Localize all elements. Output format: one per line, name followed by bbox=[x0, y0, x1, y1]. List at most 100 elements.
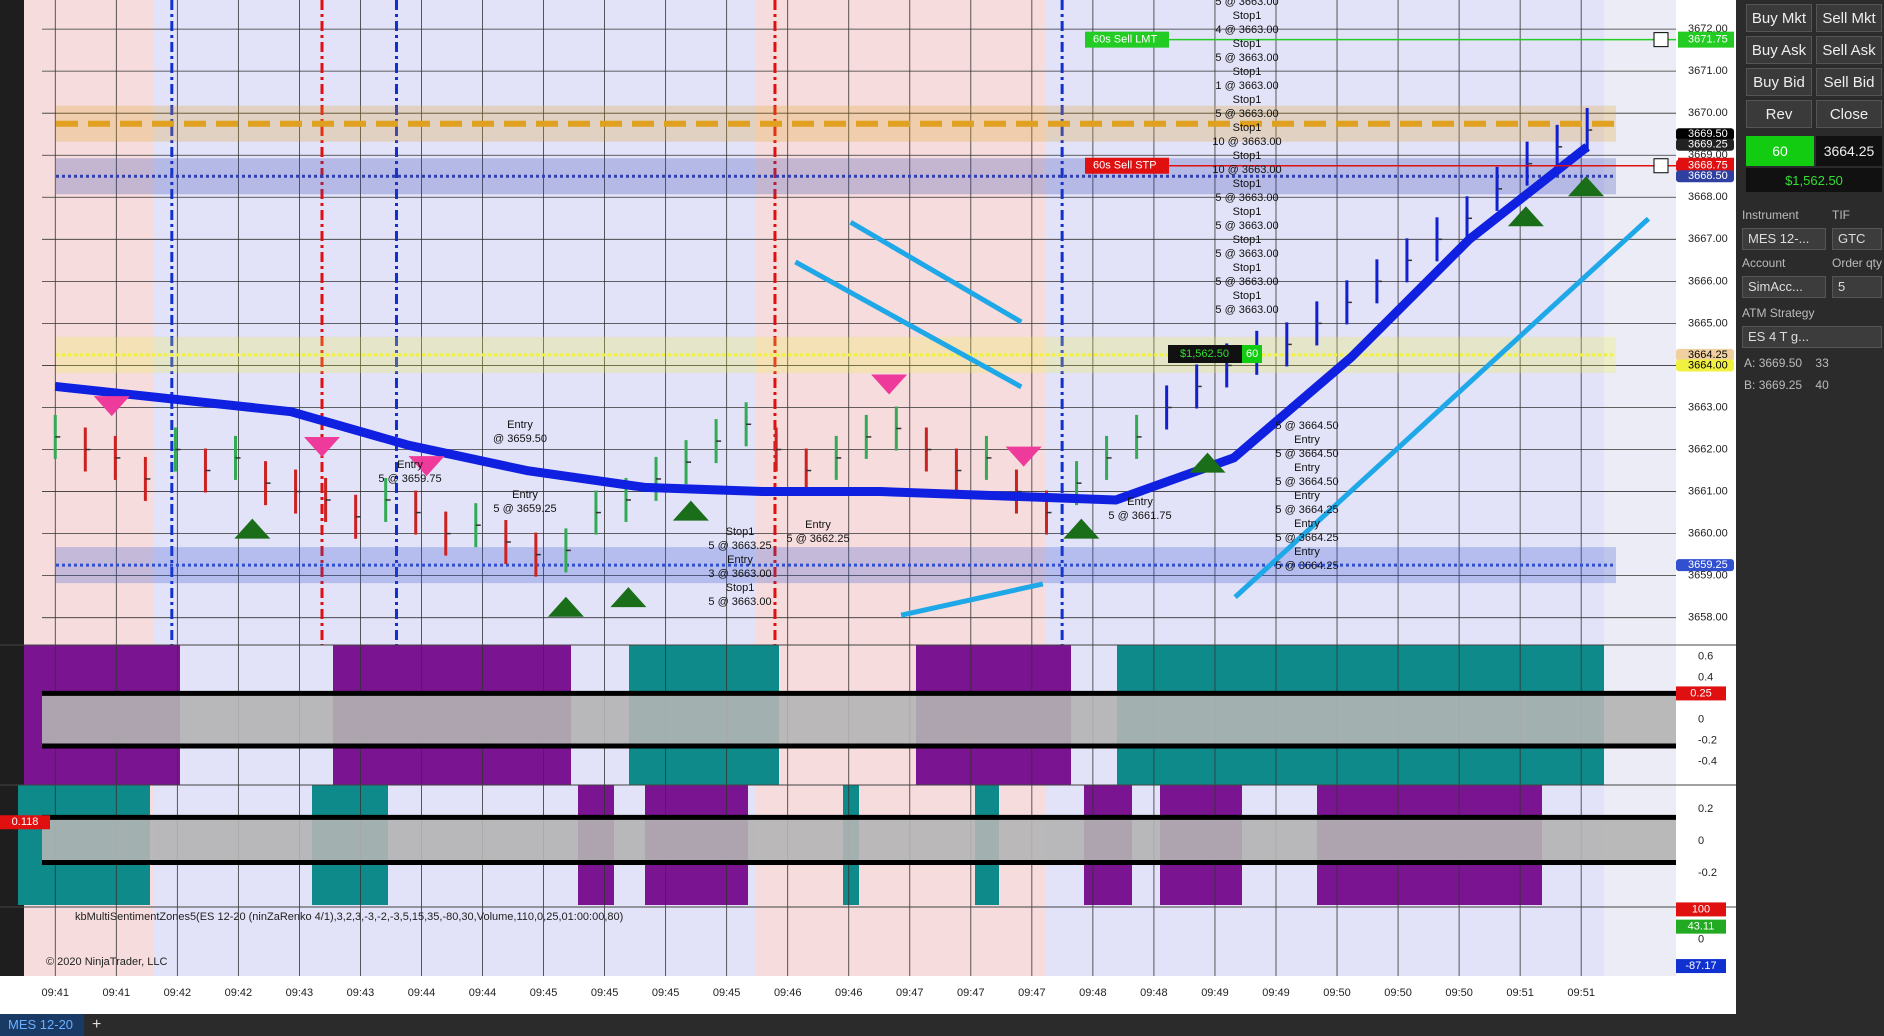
entry-label: Entry bbox=[1294, 518, 1320, 530]
stop-label: 5 @ 3663.00 bbox=[1215, 304, 1278, 316]
panel-flag-label: 0.25 bbox=[1690, 687, 1711, 699]
trade-annotation: 5 @ 3659.75 bbox=[378, 473, 441, 485]
panel-flag-label: 0.118 bbox=[12, 816, 39, 828]
trade-annotation: Entry bbox=[727, 554, 753, 566]
price-flag-label: 3659.25 bbox=[1688, 559, 1728, 571]
stop-label: 5 @ 3663.00 bbox=[1215, 0, 1278, 8]
order-button[interactable]: Sell Ask bbox=[1816, 36, 1882, 64]
tif-label: TIF bbox=[1832, 208, 1850, 222]
x-tick-label: 09:46 bbox=[774, 987, 802, 999]
x-tick-label: 09:45 bbox=[591, 987, 619, 999]
stop-label: 5 @ 3663.00 bbox=[1215, 276, 1278, 288]
panel-tick-label: -0.4 bbox=[1698, 756, 1717, 768]
price-flag-label: 3664.25 bbox=[1688, 349, 1728, 361]
order-button[interactable]: Sell Bid bbox=[1816, 68, 1882, 96]
add-tab[interactable]: + bbox=[92, 1016, 102, 1033]
trade-annotation: Entry bbox=[512, 489, 538, 501]
x-tick-label: 09:47 bbox=[896, 987, 924, 999]
stop-label: Stop1 bbox=[1233, 38, 1262, 50]
price-flag-label: 3668.75 bbox=[1688, 160, 1728, 172]
panel-flag bbox=[1676, 919, 1726, 934]
pnl-qty-bg bbox=[1242, 345, 1262, 363]
panel-flag bbox=[0, 815, 50, 830]
ask-price: 3669.50 bbox=[1758, 356, 1803, 370]
atm-select[interactable]: ES 4 T g... bbox=[1742, 326, 1882, 348]
order-button[interactable]: Buy Ask bbox=[1746, 36, 1812, 64]
y-tick-label: 3663.00 bbox=[1688, 401, 1728, 413]
order-cancel[interactable] bbox=[1653, 32, 1669, 48]
bid-price: 3669.25 bbox=[1758, 378, 1803, 392]
y-tick-label: 3668.00 bbox=[1688, 191, 1728, 203]
position-price: 3664.25 bbox=[1816, 136, 1882, 166]
stop-label: 5 @ 3663.00 bbox=[1215, 248, 1278, 260]
price-flag-label: 3664.00 bbox=[1688, 359, 1728, 371]
signal-marker bbox=[408, 456, 445, 477]
y-tick-label: 3660.00 bbox=[1688, 528, 1728, 540]
trade-annotation: Entry bbox=[397, 459, 423, 471]
price-flag bbox=[1676, 170, 1734, 183]
panel-flag bbox=[1676, 902, 1726, 917]
trade-annotation: @ 3659.50 bbox=[493, 433, 547, 445]
order-button[interactable]: Rev bbox=[1746, 100, 1812, 128]
stop-label: 5 @ 3663.00 bbox=[1215, 192, 1278, 204]
signal-marker bbox=[1063, 518, 1100, 539]
order-button[interactable]: Buy Bid bbox=[1746, 68, 1812, 96]
entry-label: 5 @ 3664.50 bbox=[1275, 476, 1338, 488]
price-flag-label: 3669.50 bbox=[1688, 128, 1728, 140]
trade-annotation: 3 @ 3663.00 bbox=[708, 568, 771, 580]
indicator-title: kbMultiSentimentZones5(ES 12-20 (ninZaRe… bbox=[75, 911, 623, 923]
entry-label: 5 @ 3664.25 bbox=[1275, 560, 1338, 572]
entry-label: Entry bbox=[1294, 434, 1320, 446]
qty-label: Order qty bbox=[1832, 256, 1883, 270]
order-button[interactable]: Buy Mkt bbox=[1746, 4, 1812, 32]
tif-select[interactable]: GTC bbox=[1832, 228, 1882, 250]
copyright: © 2020 NinjaTrader, LLC bbox=[46, 956, 167, 968]
x-tick-label: 09:43 bbox=[286, 987, 314, 999]
price-flag bbox=[1676, 159, 1734, 172]
qty-input[interactable]: 5 bbox=[1832, 276, 1882, 298]
stop-label: Stop1 bbox=[1233, 206, 1262, 218]
panel-tick-label: 0.2 bbox=[1698, 803, 1713, 815]
trade-annotation: Stop1 bbox=[726, 582, 755, 594]
price-flag-label: 3668.50 bbox=[1688, 170, 1728, 182]
order-price-label: 3671.75 bbox=[1688, 34, 1728, 46]
y-tick-label: 3661.00 bbox=[1688, 485, 1728, 497]
panel-band bbox=[42, 693, 1676, 747]
x-tick-label: 09:47 bbox=[957, 987, 985, 999]
x-tick-label: 09:47 bbox=[1018, 987, 1046, 999]
panel-tick-label: 0 bbox=[1698, 934, 1704, 946]
y-tick-label: 3659.00 bbox=[1688, 570, 1728, 582]
pnl-tag-bg bbox=[1168, 345, 1242, 363]
chart-tab[interactable]: MES 12-20 bbox=[0, 1014, 84, 1036]
instrument-select[interactable]: MES 12-... bbox=[1742, 228, 1826, 250]
chart: 09:41 09:41 09:42 09:42 09:43 09:43 09:44 09:44… bbox=[0, 0, 1736, 1014]
x-tick-label: 09:41 bbox=[103, 987, 131, 999]
y-tick-label: 3670.00 bbox=[1688, 107, 1728, 119]
stop-label: 4 @ 3663.00 bbox=[1215, 24, 1278, 36]
pnl-qty: 60 bbox=[1246, 348, 1258, 360]
order-label: 60s Sell STP bbox=[1093, 160, 1157, 172]
stop-label: Stop1 bbox=[1233, 94, 1262, 106]
signal-marker bbox=[304, 436, 341, 457]
order-cancel[interactable] bbox=[1653, 158, 1669, 174]
order-button[interactable]: Close bbox=[1816, 100, 1882, 128]
entry-label: Entry bbox=[1294, 490, 1320, 502]
stop-label: Stop1 bbox=[1233, 262, 1262, 274]
x-tick-label: 09:50 bbox=[1323, 987, 1351, 999]
account-select[interactable]: SimAcc... bbox=[1742, 276, 1826, 298]
trade-annotation: 5 @ 3663.25 bbox=[708, 540, 771, 552]
panel-tick-label: -0.2 bbox=[1698, 867, 1717, 879]
x-tick-label: 09:45 bbox=[713, 987, 741, 999]
stop-label: Stop1 bbox=[1233, 66, 1262, 78]
stop-label: 10 @ 3663.00 bbox=[1212, 136, 1281, 148]
account-label: Account bbox=[1742, 256, 1786, 270]
x-tick-label: 09:48 bbox=[1140, 987, 1168, 999]
stop-label: Stop1 bbox=[1233, 178, 1262, 190]
panel-tick-label: -0.2 bbox=[1698, 735, 1717, 747]
price-flag bbox=[1676, 359, 1734, 372]
atm-label: ATM Strategy bbox=[1742, 306, 1815, 320]
y-tick-label: 3662.00 bbox=[1688, 443, 1728, 455]
x-tick-label: 09:51 bbox=[1567, 987, 1595, 999]
order-button[interactable]: Sell Mkt bbox=[1816, 4, 1882, 32]
order-label-bg bbox=[1085, 157, 1169, 174]
